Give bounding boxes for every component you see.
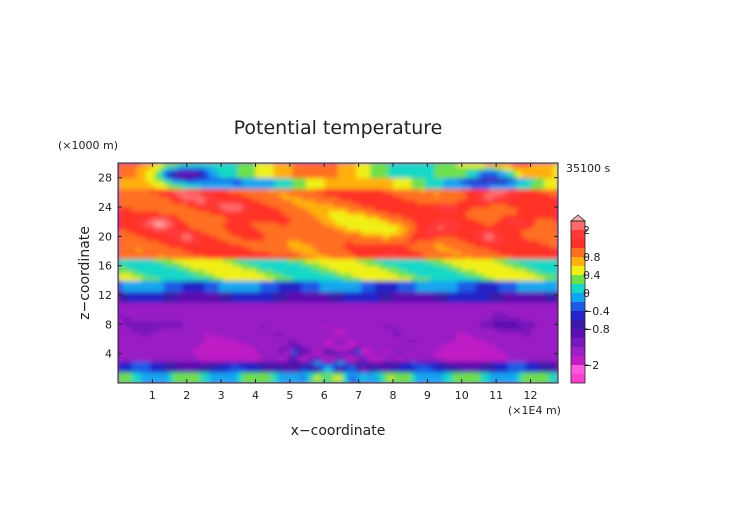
x-unit-label: (×1E4 m) <box>508 404 561 417</box>
colorbar-tick-label: −2 <box>583 359 599 372</box>
x-axis: 1 2 3 4 5 6 7 8 9 10 11 12 <box>149 163 538 402</box>
y-tick-label: 8 <box>105 318 112 331</box>
colorbar-segment <box>571 239 585 248</box>
y-tick-label: 20 <box>98 230 112 243</box>
x-tick-label: 6 <box>321 389 328 402</box>
y-tick-label: 12 <box>98 289 112 302</box>
colorbar-segment <box>571 221 585 230</box>
colorbar-segment <box>571 266 585 275</box>
colorbar-segment <box>571 374 585 383</box>
colorbar-segment <box>571 311 585 320</box>
contour-field <box>118 163 558 383</box>
colorbar-segment <box>571 284 585 293</box>
x-tick-label: 5 <box>286 389 293 402</box>
colorbar-segment <box>571 302 585 311</box>
colorbar-tick-label: 2 <box>583 224 590 237</box>
colorbar-tick-label: −0.4 <box>583 305 610 318</box>
y-tick-label: 28 <box>98 172 112 185</box>
y-unit-label: (×1000 m) <box>58 139 118 152</box>
y-tick-label: 24 <box>98 201 112 214</box>
y-tick-label: 16 <box>98 260 112 273</box>
colorbar-tick-label: −0.8 <box>583 323 610 336</box>
plot-frame <box>117 162 559 384</box>
x-tick-label: 12 <box>524 389 538 402</box>
colorbar-segment <box>571 257 585 266</box>
colorbar-segment <box>571 329 585 338</box>
colorbar-segment <box>571 320 585 329</box>
y-tick-label: 4 <box>105 348 112 361</box>
x-axis-label: x−coordinate <box>291 423 386 439</box>
x-tick-label: 7 <box>355 389 362 402</box>
colorbar-segment <box>571 275 585 284</box>
time-label: 35100 s <box>566 162 610 175</box>
x-tick-label: 9 <box>424 389 431 402</box>
colorbar-segment <box>571 248 585 257</box>
colorbar-tick-label: 0.8 <box>583 251 601 264</box>
colorbar-segment <box>571 347 585 356</box>
x-tick-label: 1 <box>149 389 156 402</box>
colorbar-frame <box>570 220 586 384</box>
x-tick-label: 4 <box>252 389 259 402</box>
colorbar-segment <box>571 230 585 239</box>
y-axis: 4 8 12 16 20 24 28 <box>98 172 558 361</box>
colorbar: 2 0.8 0.4 0 −0.4 −0.8 −2 <box>569 214 610 384</box>
colorbar-segment <box>571 356 585 365</box>
colorbar-segment <box>571 338 585 347</box>
colorbar-tick-label: 0.4 <box>583 269 601 282</box>
colorbar-segment <box>571 365 585 374</box>
x-tick-label: 3 <box>218 389 225 402</box>
x-tick-label: 8 <box>390 389 397 402</box>
x-tick-label: 2 <box>183 389 190 402</box>
colorbar-tick-label: 0 <box>583 287 590 300</box>
chart-title: Potential temperature <box>234 117 443 139</box>
y-axis-label: z−coordinate <box>77 226 93 320</box>
x-tick-label: 10 <box>455 389 469 402</box>
x-tick-label: 11 <box>489 389 503 402</box>
colorbar-extend-arrow <box>569 214 587 222</box>
colorbar-segment <box>571 293 585 302</box>
